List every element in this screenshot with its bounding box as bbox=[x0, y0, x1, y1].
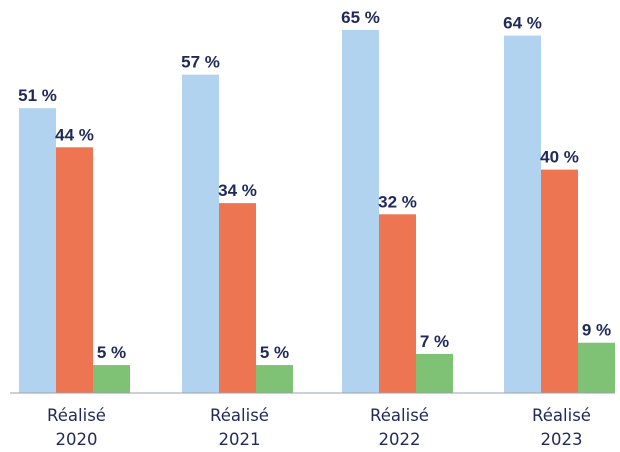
bars-group bbox=[19, 30, 615, 393]
bar-2023-series-1 bbox=[504, 35, 541, 393]
category-label-2022-line-2: 2022 bbox=[379, 430, 421, 449]
bar-2022-series-2 bbox=[379, 214, 416, 393]
data-label-2021-series-2: 34 % bbox=[218, 181, 257, 200]
bar-2021-series-3 bbox=[256, 365, 293, 393]
data-label-2022-series-3: 7 % bbox=[420, 332, 449, 351]
data-label-2023-series-3: 9 % bbox=[582, 321, 611, 340]
bar-2023-series-3 bbox=[578, 342, 615, 393]
bar-2020-series-3 bbox=[93, 365, 130, 393]
category-label-2023-line-2: 2023 bbox=[541, 430, 583, 449]
data-label-2021-series-1: 57 % bbox=[181, 53, 220, 72]
category-label-2022-line-1: Réalisé bbox=[370, 406, 429, 425]
category-label-2023-line-1: Réalisé bbox=[532, 406, 591, 425]
data-label-2020-series-3: 5 % bbox=[97, 343, 126, 362]
bar-2020-series-2 bbox=[56, 147, 93, 393]
data-label-2020-series-1: 51 % bbox=[18, 86, 57, 105]
category-label-2021-line-1: Réalisé bbox=[210, 406, 269, 425]
data-label-2023-series-2: 40 % bbox=[540, 148, 579, 167]
bar-2022-series-3 bbox=[416, 353, 453, 393]
data-label-2020-series-2: 44 % bbox=[55, 125, 94, 144]
category-label-2020-line-1: Réalisé bbox=[47, 406, 106, 425]
bar-2020-series-1 bbox=[19, 108, 56, 393]
data-label-2022-series-1: 65 % bbox=[341, 8, 380, 27]
category-labels-group: Réalisé 2020 Réalisé 2021 Réalisé 2022 Réalisé… bbox=[47, 406, 591, 449]
bar-2023-series-2 bbox=[541, 169, 578, 393]
data-labels-group: 51 % 44 % 5 % 57 % 34 % 5 % 65 % 32 % 7 % 64 % 40 … bbox=[18, 8, 611, 362]
bar-2022-series-1 bbox=[342, 30, 379, 393]
category-label-2021-line-2: 2021 bbox=[219, 430, 261, 449]
data-label-2022-series-2: 32 % bbox=[378, 192, 417, 211]
bar-2021-series-2 bbox=[219, 203, 256, 393]
category-label-2020-line-2: 2020 bbox=[56, 430, 98, 449]
data-label-2023-series-1: 64 % bbox=[503, 14, 542, 33]
bar-2021-series-1 bbox=[182, 74, 219, 393]
data-label-2021-series-3: 5 % bbox=[260, 343, 289, 362]
